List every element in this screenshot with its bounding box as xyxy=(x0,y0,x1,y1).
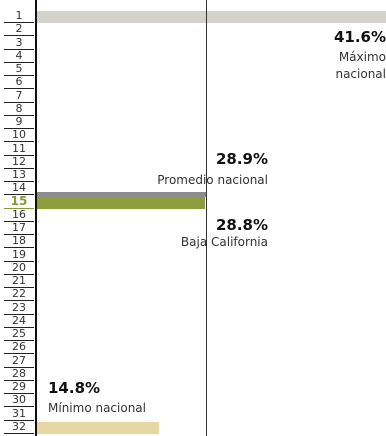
rank-label: 21 xyxy=(4,275,34,288)
rank-label: 1 xyxy=(4,10,34,23)
min-value-label: 14.8% xyxy=(48,379,101,397)
rank-label: 9 xyxy=(4,116,34,129)
max-label-line1: Máximo xyxy=(338,50,386,64)
rank-label: 10 xyxy=(4,129,34,143)
rank-label: 23 xyxy=(4,302,34,315)
rank-label: 24 xyxy=(4,315,34,328)
rank-label: 7 xyxy=(4,90,34,103)
rank-label: 27 xyxy=(4,355,34,368)
rank-label: 14 xyxy=(4,182,34,196)
max-value-label: 41.6% xyxy=(333,28,386,46)
rank-label: 5 xyxy=(4,63,34,76)
bar-rank-1 xyxy=(37,11,386,23)
rank-label: 4 xyxy=(4,50,34,63)
rank-label: 16 xyxy=(4,209,34,222)
bar-rank-32 xyxy=(37,421,159,434)
rank-label: 32 xyxy=(4,421,34,434)
rank-label: 30 xyxy=(4,394,34,408)
rank-label: 19 xyxy=(4,249,34,262)
rank-label: 17 xyxy=(4,222,34,235)
rank-label: 29 xyxy=(4,381,34,394)
y-axis-line xyxy=(35,0,37,436)
rank-label: 31 xyxy=(4,408,34,421)
max-label-line2: nacional xyxy=(335,67,386,81)
rank-label: 26 xyxy=(4,341,34,355)
rank-label: 15 xyxy=(4,195,34,209)
rank-label: 22 xyxy=(4,288,34,302)
rank-label: 12 xyxy=(4,156,34,169)
rank-label: 25 xyxy=(4,328,34,341)
rank-label: 18 xyxy=(4,235,34,249)
rank-label: 6 xyxy=(4,76,34,90)
rank-label: 13 xyxy=(4,169,34,182)
rank-label: 3 xyxy=(4,37,34,50)
rank-label: 2 xyxy=(4,23,34,37)
state-label: Baja California xyxy=(180,235,268,249)
rank-label: 11 xyxy=(4,143,34,156)
rank-label: 20 xyxy=(4,262,34,275)
bar-rank-15 xyxy=(37,196,205,209)
rank-label: 28 xyxy=(4,368,34,381)
state-value-label: 28.8% xyxy=(215,216,268,234)
min-label: Mínimo nacional xyxy=(48,401,146,415)
rank-label: 8 xyxy=(4,103,34,116)
average-value-label: 28.9% xyxy=(215,150,268,168)
average-label: Promedio nacional xyxy=(157,173,268,187)
average-reference-line xyxy=(206,0,207,436)
average-marker xyxy=(37,191,206,197)
